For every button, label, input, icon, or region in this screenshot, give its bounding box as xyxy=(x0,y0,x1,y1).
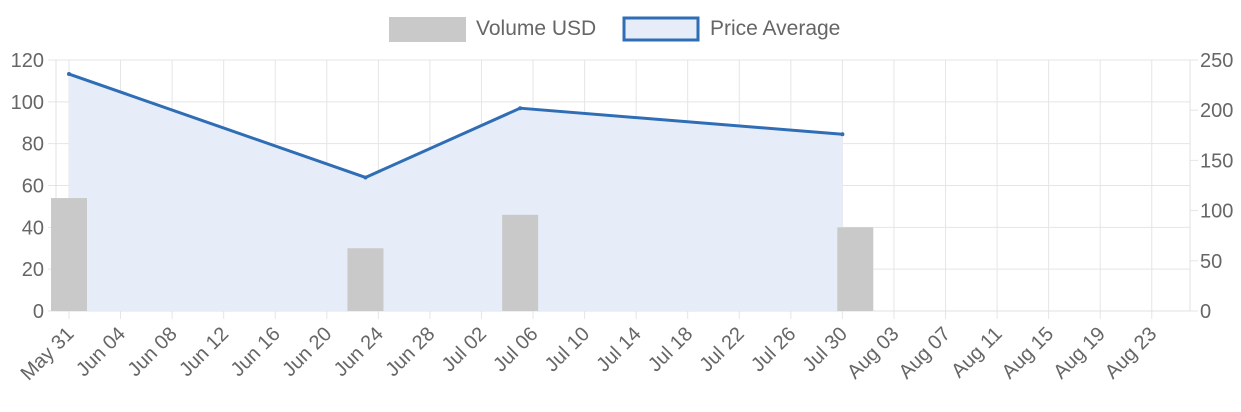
x-tick-label: Jul 22 xyxy=(696,323,749,376)
volume-bar[interactable] xyxy=(347,248,384,311)
y-right-tick-label: 0 xyxy=(1200,301,1211,323)
price-area-layer xyxy=(69,74,843,311)
volume-bar[interactable] xyxy=(502,214,539,311)
price-point[interactable] xyxy=(67,72,71,77)
x-tick-label: Jun 24 xyxy=(330,323,388,381)
legend-swatch-volume xyxy=(389,17,466,42)
price-line xyxy=(68,72,843,179)
x-tick-label: Jul 02 xyxy=(438,323,491,376)
volume-bar[interactable] xyxy=(837,227,874,311)
x-tick-label: Jul 06 xyxy=(489,323,542,376)
x-tick-label: Jun 04 xyxy=(72,323,130,381)
y-axis-right: 0 50 100 150 200 250 xyxy=(1190,50,1233,323)
price-area-fill xyxy=(69,74,843,311)
x-tick-label: Aug 11 xyxy=(947,323,1006,382)
x-tick-label: May 31 xyxy=(17,323,79,385)
y-right-tick-label: 250 xyxy=(1200,50,1233,72)
x-tick-label: Aug 19 xyxy=(1049,323,1109,383)
price-point[interactable] xyxy=(363,175,368,180)
x-tick-label: Jul 26 xyxy=(747,323,800,376)
y-left-tick-label: 120 xyxy=(11,50,44,72)
x-tick-label: Jun 20 xyxy=(278,323,336,381)
volume-bar[interactable] xyxy=(51,198,87,311)
y-right-tick-label: 50 xyxy=(1200,251,1222,273)
y-right-tick-label: 200 xyxy=(1200,100,1233,122)
price-line-layer xyxy=(67,72,845,180)
x-tick-label: Aug 03 xyxy=(843,323,903,383)
x-tick-label: Jun 28 xyxy=(381,323,439,381)
x-tick-label: Aug 07 xyxy=(895,323,955,383)
x-tick-label: Jul 14 xyxy=(592,323,645,376)
x-tick-label: Jul 18 xyxy=(644,323,697,376)
legend-swatch-price xyxy=(622,16,700,42)
y-axis-left: 0 20 40 60 80 100 120 xyxy=(11,50,44,323)
y-left-tick-label: 40 xyxy=(22,217,44,239)
x-tick-label: Jul 10 xyxy=(541,323,594,376)
y-left-tick-label: 60 xyxy=(22,176,44,198)
y-left-tick-label: 80 xyxy=(22,134,44,156)
volume-bars xyxy=(51,198,874,311)
y-right-tick-label: 150 xyxy=(1200,150,1233,172)
legend-label-volume: Volume USD xyxy=(476,17,596,40)
y-left-tick-label: 20 xyxy=(22,259,44,281)
x-tick-label: Aug 15 xyxy=(998,323,1058,383)
y-left-tick-label: 0 xyxy=(33,301,44,323)
y-left-tick-label: 100 xyxy=(11,92,44,114)
x-tick-label: Jun 12 xyxy=(175,323,233,381)
x-tick-label: Jun 08 xyxy=(124,323,182,381)
x-tick-label: Jun 16 xyxy=(227,323,285,381)
price-point[interactable] xyxy=(840,132,845,137)
y-right-tick-label: 100 xyxy=(1200,201,1233,223)
legend-item-price[interactable]: Price Average xyxy=(622,16,840,42)
price-point[interactable] xyxy=(518,106,523,111)
legend[interactable]: Volume USD Price Average xyxy=(389,16,840,42)
legend-label-price: Price Average xyxy=(710,17,840,40)
legend-item-volume[interactable]: Volume USD xyxy=(389,17,596,42)
x-tick-label: Aug 23 xyxy=(1101,323,1161,383)
